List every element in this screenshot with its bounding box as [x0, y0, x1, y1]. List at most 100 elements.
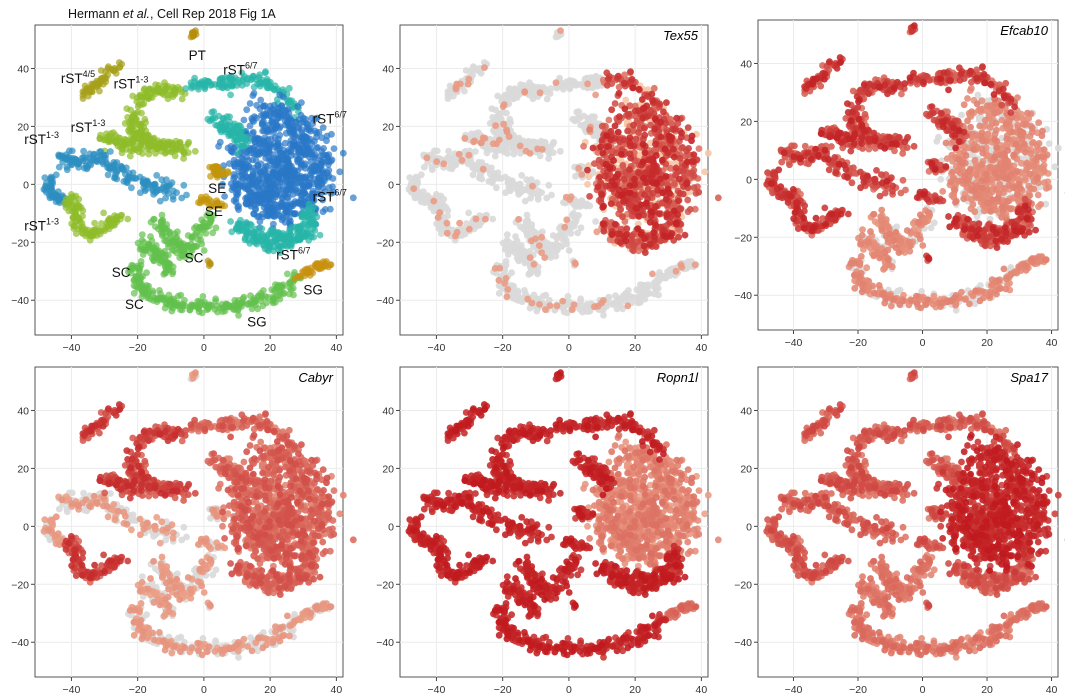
cell-point: [427, 204, 435, 211]
cell-point: [199, 293, 207, 300]
cell-point: [690, 172, 698, 180]
x-tick-label: 40: [696, 342, 708, 354]
cell-point: [639, 158, 647, 166]
cell-point: [605, 116, 613, 124]
cell-point: [244, 186, 251, 193]
cell-point: [349, 194, 357, 202]
cell-point: [156, 259, 164, 267]
cell-point: [188, 235, 196, 242]
cell-point: [122, 136, 130, 144]
cell-point: [465, 225, 473, 233]
cell-point: [491, 265, 499, 272]
cell-point: [670, 153, 678, 161]
cluster-label: SE: [205, 204, 223, 219]
cell-point: [627, 154, 635, 162]
cell-point: [253, 101, 261, 109]
cell-point: [536, 89, 544, 97]
cell-point: [461, 134, 469, 142]
y-tick-label: −20: [11, 237, 29, 249]
cell-point: [279, 195, 286, 203]
cell-point: [299, 140, 307, 148]
cell-point: [534, 145, 541, 153]
cell-point: [171, 91, 179, 98]
cell-point: [638, 96, 646, 103]
cell-point: [672, 164, 680, 172]
cell-point: [170, 247, 178, 255]
cell-point: [519, 186, 527, 194]
cell-point: [241, 236, 249, 244]
cell-point: [552, 79, 560, 86]
cell-point: [102, 78, 110, 86]
cell-point: [629, 84, 637, 92]
cell-point: [642, 199, 650, 207]
cell-point: [622, 237, 630, 245]
cell-point: [592, 91, 599, 99]
cell-point: [653, 180, 661, 188]
cell-point: [256, 71, 263, 79]
cell-point: [249, 156, 256, 164]
cell-point: [144, 145, 151, 153]
cell-point: [236, 220, 244, 228]
cell-point: [204, 115, 212, 123]
y-tick-label: 20: [740, 116, 752, 128]
cluster-label: PT: [189, 48, 206, 63]
cell-point: [284, 270, 291, 278]
cell-point: [630, 121, 637, 129]
cell-point: [503, 231, 511, 239]
cell-point: [677, 205, 685, 213]
cell-point: [161, 225, 169, 232]
cell-point: [620, 197, 627, 205]
cell-point: [182, 143, 190, 151]
cell-point: [208, 81, 216, 88]
cell-point: [266, 180, 274, 188]
cell-point: [620, 136, 627, 144]
cell-point: [626, 166, 633, 173]
cell-point: [662, 273, 669, 280]
cell-point: [621, 105, 629, 113]
cell-point: [640, 242, 648, 250]
cell-point: [646, 240, 654, 248]
cell-point: [652, 243, 660, 251]
cell-point: [135, 101, 143, 108]
cell-point: [644, 290, 652, 298]
cell-point: [672, 267, 680, 275]
cell-point: [650, 279, 658, 287]
cell-point: [301, 178, 309, 186]
cell-point: [622, 231, 630, 239]
cell-point: [524, 295, 532, 303]
y-tick-label: −40: [376, 295, 394, 307]
cell-point: [273, 284, 281, 292]
cell-point: [561, 223, 569, 231]
cell-point: [629, 294, 637, 301]
cell-point: [456, 80, 464, 88]
cell-point: [174, 228, 181, 236]
cell-point: [245, 176, 253, 183]
cell-point: [268, 118, 276, 126]
cell-point: [141, 187, 149, 195]
cell-point: [615, 89, 623, 97]
cell-point: [229, 129, 237, 137]
cell-point: [154, 186, 162, 194]
cell-point: [292, 237, 299, 245]
cell-point: [536, 242, 543, 250]
cell-point: [169, 268, 177, 276]
cell-point: [509, 145, 516, 153]
cell-point: [670, 207, 678, 215]
cell-point: [478, 139, 485, 147]
cell-point: [66, 159, 74, 166]
cell-point: [500, 148, 508, 156]
cell-point: [688, 132, 696, 140]
y-tick-label: −40: [734, 290, 752, 302]
cell-point: [516, 142, 524, 150]
cell-point: [226, 113, 234, 121]
cell-point: [635, 85, 643, 93]
cell-point: [325, 151, 333, 159]
cell-point: [234, 149, 242, 157]
x-tick-label: 0: [566, 342, 572, 354]
cell-point: [236, 172, 244, 180]
cell-point: [254, 162, 262, 170]
cell-point: [593, 228, 601, 236]
cell-point: [650, 229, 657, 237]
cell-point: [543, 194, 551, 202]
cell-point: [280, 93, 287, 101]
